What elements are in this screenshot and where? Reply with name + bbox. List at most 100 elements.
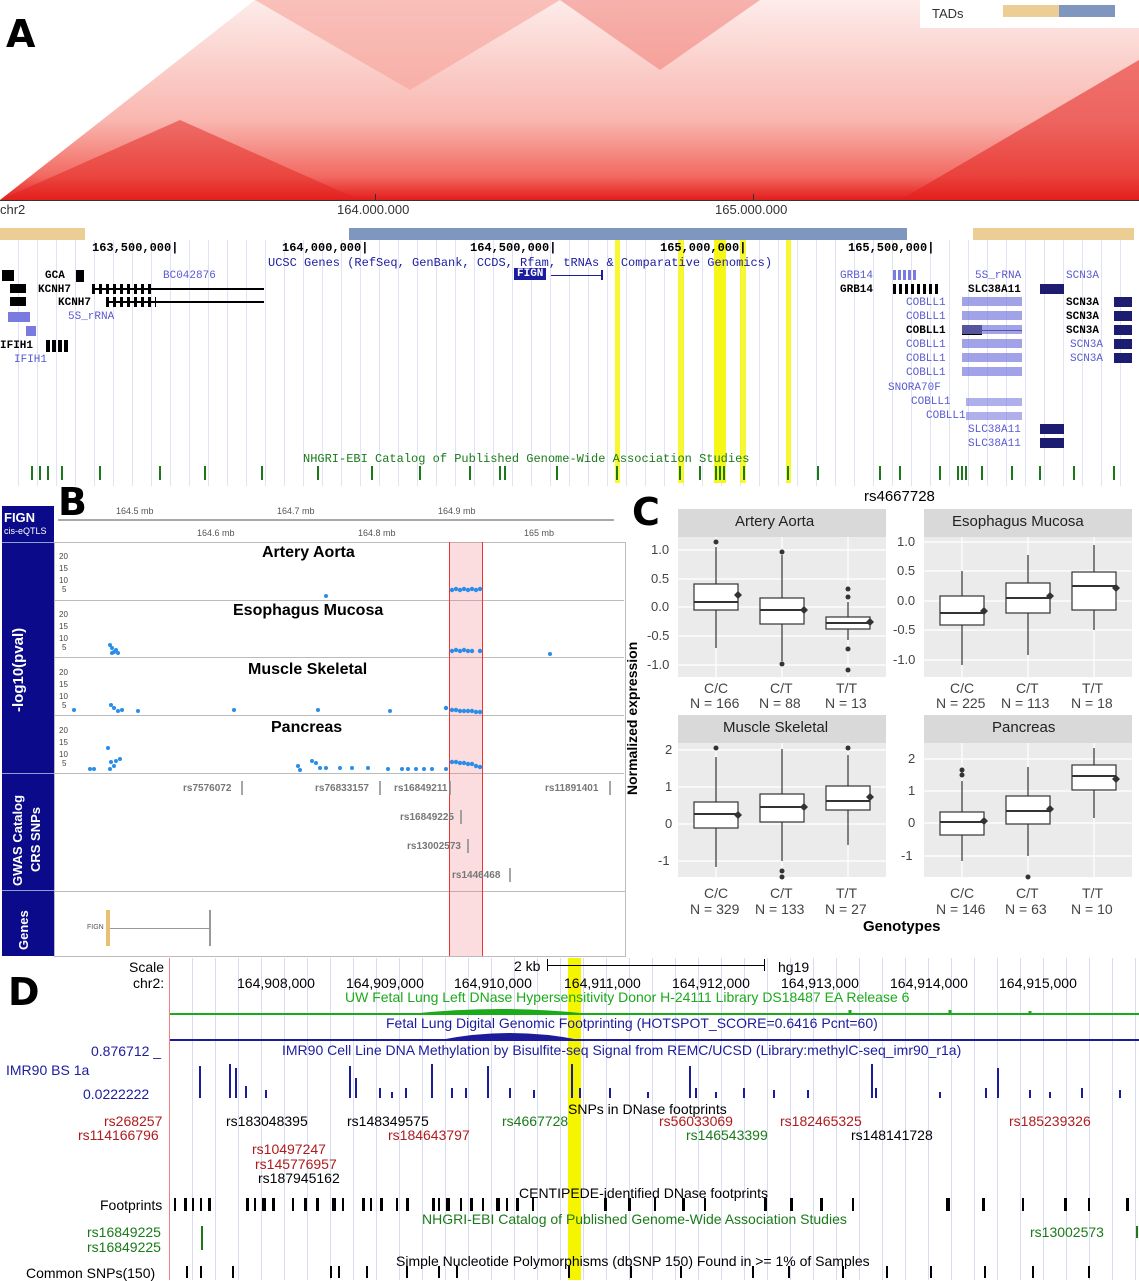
sidebar-cis-eqtls: cis-eQTLS (4, 526, 47, 536)
b-axis-top-3: 164.9 mb (438, 506, 476, 516)
gene-5s-rrna-right: 5S_rRNA (975, 270, 1022, 282)
b-highlight (449, 542, 483, 956)
b-tracks (54, 542, 626, 892)
gene-kcnh7-1: KCNH7 (38, 284, 72, 296)
gene-cobll1-6: COBLL1 (906, 367, 946, 379)
gene-ifih1-2: IFIH1 (14, 354, 48, 366)
d-methyl-title: IMR90 Cell Line DNA Methylation by Bisul… (282, 1042, 962, 1058)
hic-tick-2 (753, 194, 754, 201)
d-footprint-bars (174, 1198, 1129, 1211)
b-fign-end (209, 910, 211, 946)
d-methyl-name: IMR90 BS 1a (6, 1062, 90, 1078)
facet-muscle: Muscle Skeletal (723, 719, 829, 736)
d-coord-4: 164,911,000 (564, 975, 641, 991)
c1-ytick-2: 0.0 (651, 599, 670, 614)
gene-cobll1-1: COBLL1 (906, 297, 946, 309)
c3-geno-2: T/T (836, 885, 857, 901)
hic-tick-1 (375, 194, 376, 201)
snp-rs1446468: rs1446468 (452, 870, 501, 881)
c2-n-1: N = 113 (1001, 695, 1050, 711)
gwas-ticks-a (31, 466, 1115, 480)
c2-geno-2: T/T (1082, 680, 1103, 696)
d-methyl-min: 0.0222222 (83, 1086, 150, 1102)
c2-geno-1: C/T (1016, 680, 1039, 696)
gene-cobll1-5: COBLL1 (906, 353, 946, 365)
d-kb-label: 2 kb (514, 958, 541, 974)
gene-ifih1-1: IFIH1 (0, 340, 34, 352)
ucsc-track-title: UCSC Genes (RefSeq, GenBank, CCDS, Rfam,… (268, 256, 773, 270)
c4-ytick-3: -1 (901, 848, 913, 863)
c3-ytick-0: 2 (665, 742, 673, 757)
d-gwas-snp-1: rs16849225 (87, 1224, 161, 1240)
c3-geno-0: C/C (704, 885, 729, 901)
c4-n-2: N = 10 (1071, 901, 1113, 917)
gene-kcnh7-2-glyph (106, 301, 264, 303)
panel-b-sidebar (2, 506, 54, 956)
c3-ytick-3: -1 (658, 853, 670, 868)
d-gwas-title: NHGRI-EBI Catalog of Published Genome-Wi… (422, 1211, 847, 1227)
track-title-pancreas: Pancreas (271, 719, 343, 736)
gene-fign-glyph (551, 275, 603, 276)
ytick-t3-20: 20 (59, 668, 68, 677)
c1-ytick-4: -1.0 (647, 657, 670, 672)
d-coord-5: 164,912,000 (672, 975, 750, 991)
c-title: rs4667728 (864, 488, 935, 505)
b-axis-top-1: 164.5 mb (116, 506, 154, 516)
sidebar-crs-snps: CRS SNPs (28, 806, 43, 872)
d-coord-6: 164,913,000 (781, 975, 859, 991)
gene-cobll1-blue-glyphs (962, 297, 1022, 379)
d-snp-rs268257: rs268257 (104, 1113, 163, 1129)
track-title-artery: Artery Aorta (262, 544, 355, 561)
gene-kcnh7-2-exons (106, 297, 156, 307)
d-snp-rs184643797: rs184643797 (388, 1127, 470, 1143)
ytick-t3-15: 15 (59, 680, 68, 689)
hic-coord-2: 165.000.000 (715, 202, 788, 217)
gene-kcnh7-1-exons (92, 284, 152, 294)
gene-small-glyph (2, 270, 14, 281)
c4-ytick-2: 0 (908, 815, 916, 830)
tad-legend-b (1059, 5, 1115, 17)
c3-ytick-2: 0 (665, 816, 673, 831)
tad-legend-a (1003, 5, 1059, 17)
c2-ytick-0: 1.0 (897, 534, 916, 549)
snp-rs7576072: rs7576072 (183, 783, 232, 794)
b-axis-line (58, 519, 614, 521)
d-gwas-snp-3: rs13002573 (1030, 1224, 1104, 1240)
c1-n-2: N = 13 (825, 695, 867, 711)
gene-scn3a-6: SCN3A (1070, 353, 1104, 365)
d-browser-bg (170, 958, 1139, 1280)
ytick-t2-5: 5 (62, 643, 67, 652)
gene-blue-glyph-1 (8, 312, 30, 322)
d-snp-rs183048395: rs183048395 (226, 1113, 308, 1129)
c2-n-2: N = 18 (1071, 695, 1113, 711)
d-gwas-tick-1 (201, 1226, 203, 1250)
gene-cobll1-8: COBLL1 (926, 410, 966, 422)
highlight-1 (615, 240, 620, 483)
c2-n-0: N = 225 (936, 695, 986, 711)
d-coord-3: 164,910,000 (454, 975, 532, 991)
c1-n-1: N = 88 (759, 695, 801, 711)
ucsc-coord-2: 164,000,000| (282, 241, 369, 255)
ytick-t1-10: 10 (59, 576, 68, 585)
d-snp-rs148349575: rs148349575 (347, 1113, 429, 1129)
ucsc-browser (0, 240, 1139, 486)
d-common-label: Common SNPs(150) (26, 1265, 156, 1281)
gene-grb14-2: GRB14 (840, 284, 874, 296)
gene-fign-label: FIGN (514, 268, 547, 280)
b-track-sep-1 (54, 600, 624, 601)
snp-rs16849211: rs16849211 (394, 783, 448, 794)
d-chrom-label: chr2: (133, 975, 165, 991)
panel-c-label: C (632, 490, 660, 534)
c-xlabel: Genotypes (863, 918, 941, 935)
highlight-2 (678, 240, 684, 483)
b-track-sep-3 (54, 715, 624, 716)
highlight-4 (740, 240, 746, 483)
sidebar-sep-3 (2, 890, 54, 891)
d-footprint-signal (170, 1033, 1139, 1041)
snp-rs76833157: rs76833157 (315, 783, 369, 794)
c2-ytick-4: -1.0 (893, 652, 916, 667)
c4-n-1: N = 63 (1005, 901, 1047, 917)
ytick-t1-20: 20 (59, 552, 68, 561)
hic-coord-1: 164.000.000 (337, 202, 410, 217)
gene-fign-end (601, 270, 603, 280)
